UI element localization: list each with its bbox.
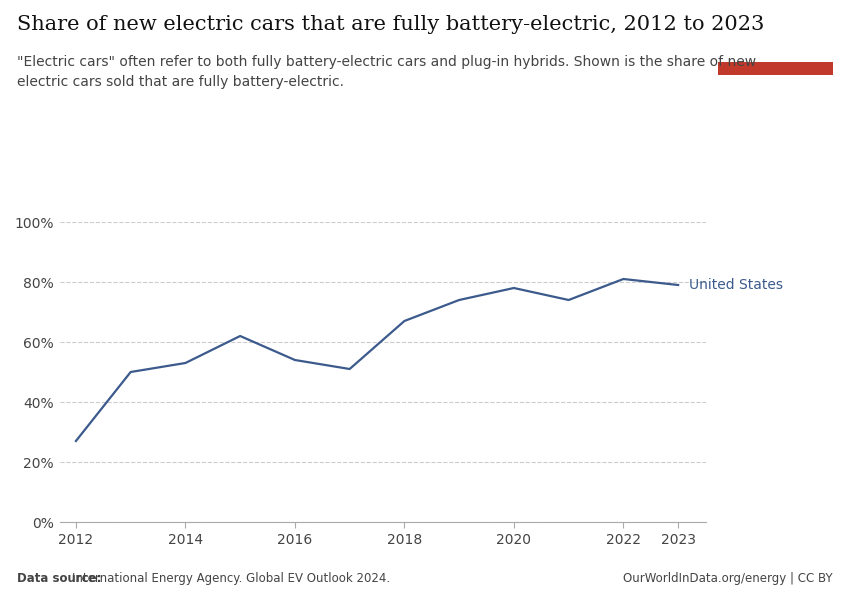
Text: OurWorldInData.org/energy | CC BY: OurWorldInData.org/energy | CC BY: [623, 572, 833, 585]
Bar: [718, 62, 833, 75]
Text: Our World: Our World: [744, 26, 808, 36]
Text: International Energy Agency. Global EV Outlook 2024.: International Energy Agency. Global EV O…: [72, 572, 390, 585]
Text: Data source:: Data source:: [17, 572, 105, 585]
Text: in Data: in Data: [753, 44, 798, 53]
Text: Share of new electric cars that are fully battery-electric, 2012 to 2023: Share of new electric cars that are full…: [17, 15, 764, 34]
Text: "Electric cars" often refer to both fully battery-electric cars and plug-in hybr: "Electric cars" often refer to both full…: [17, 55, 756, 89]
Text: United States: United States: [689, 278, 783, 292]
